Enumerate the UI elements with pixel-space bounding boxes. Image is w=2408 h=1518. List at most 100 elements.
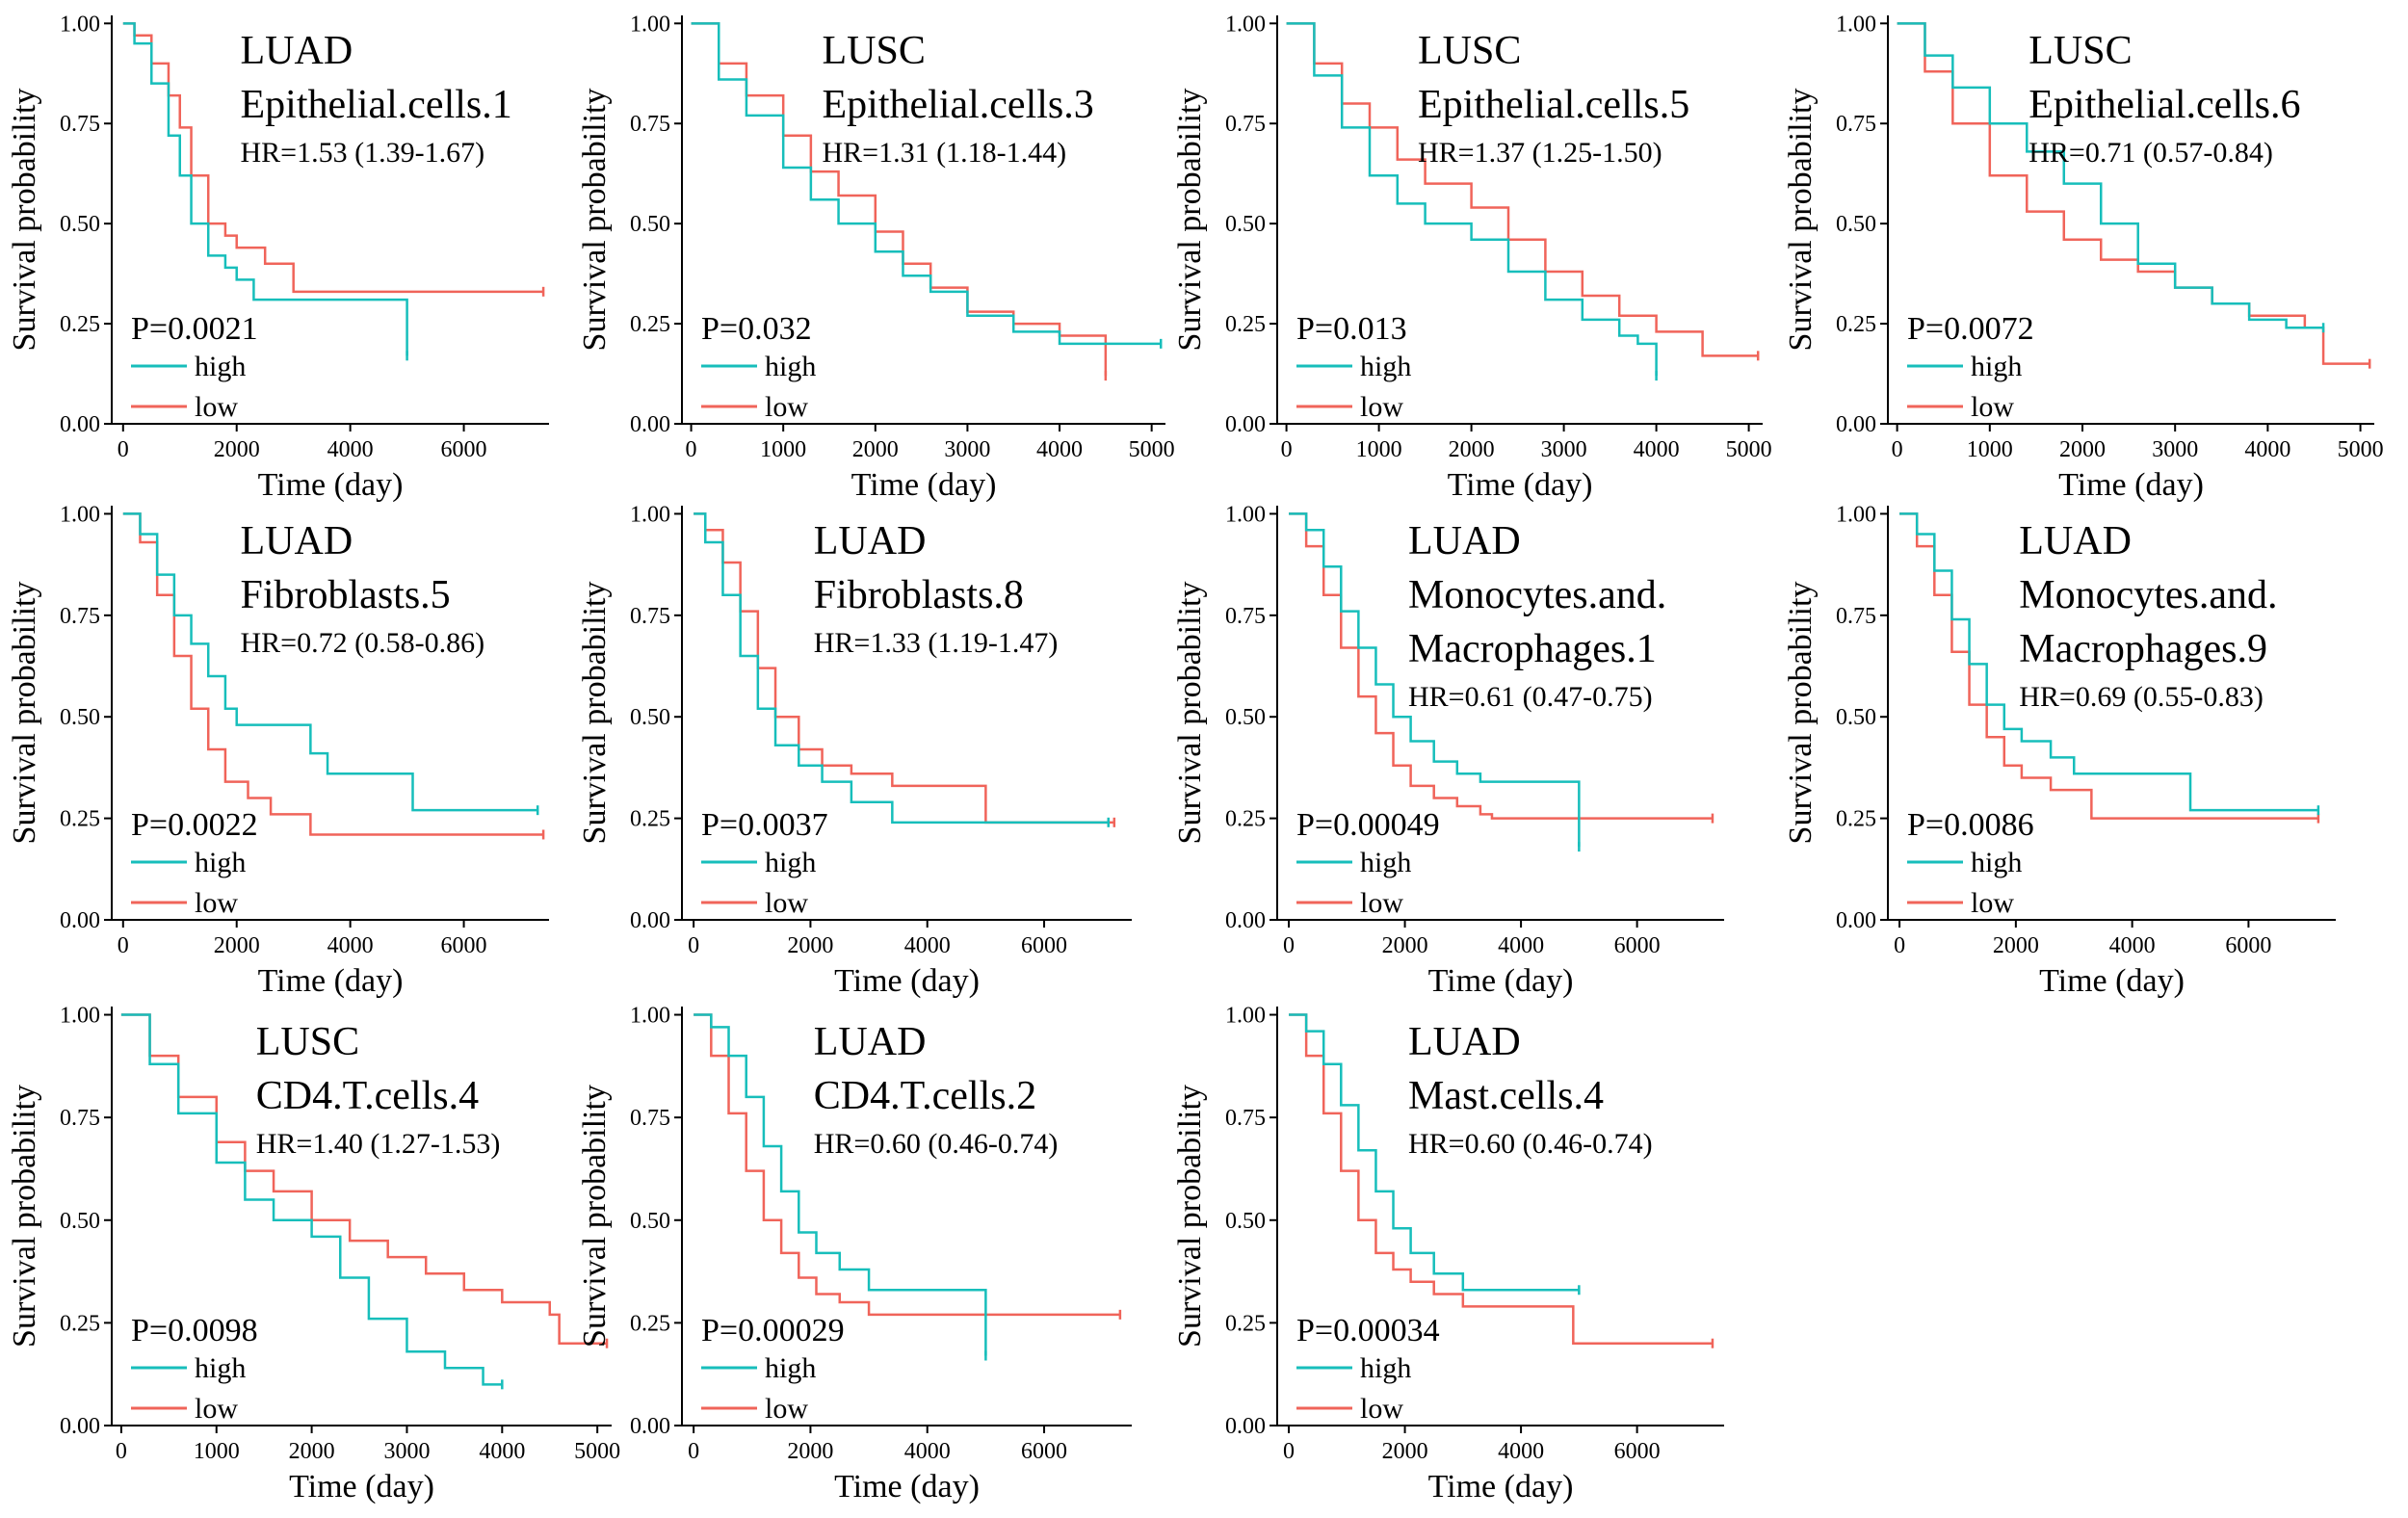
y-tick-label: 0.75 bbox=[1836, 112, 1876, 137]
y-tick-label: 0.00 bbox=[630, 412, 670, 437]
y-axis-title: Survival probability bbox=[1172, 1085, 1208, 1348]
y-tick-label: 1.00 bbox=[60, 12, 100, 37]
legend-label-low: low bbox=[765, 887, 808, 919]
legend-label-low: low bbox=[1360, 887, 1403, 919]
y-tick-label: 0.00 bbox=[630, 1414, 670, 1439]
hazard-ratio-label: HR=1.33 (1.19-1.47) bbox=[814, 627, 1059, 659]
km-panel-10: 0.00 0.25 0.50 0.75 1.00 0 2000 4000 6000 Time (d… bbox=[577, 1004, 1132, 1505]
survival-curve-high bbox=[122, 512, 538, 812]
y-tick-label: 0.00 bbox=[60, 908, 100, 933]
x-axis-title: Time (day) bbox=[834, 1469, 980, 1505]
hazard-ratio-label: HR=0.72 (0.58-0.86) bbox=[241, 627, 485, 659]
p-value-label: P=0.0086 bbox=[1907, 807, 2034, 843]
y-tick-label: 0.00 bbox=[60, 412, 100, 437]
panel-title-line: Epithelial.cells.1 bbox=[241, 83, 512, 127]
x-axis-title: Time (day) bbox=[289, 1469, 434, 1505]
panel-title-line: LUAD bbox=[241, 29, 353, 73]
x-tick-label: 2000 bbox=[289, 1439, 335, 1464]
y-axis-title: Survival probability bbox=[7, 582, 42, 845]
hazard-ratio-label: HR=0.71 (0.57-0.84) bbox=[2028, 137, 2273, 169]
x-tick-label: 5000 bbox=[1726, 437, 1772, 462]
p-value-label: P=0.0072 bbox=[1907, 311, 2034, 347]
legend-label-high: high bbox=[765, 1352, 816, 1384]
x-tick-label: 6000 bbox=[1614, 1439, 1661, 1464]
x-tick-label: 1000 bbox=[194, 1439, 240, 1464]
x-tick-label: 0 bbox=[686, 437, 697, 462]
x-tick-label: 4000 bbox=[479, 1439, 525, 1464]
x-tick-label: 6000 bbox=[441, 933, 487, 958]
panel-title-line: LUAD bbox=[1408, 1020, 1521, 1064]
panel-title-line: LUSC bbox=[256, 1020, 359, 1064]
y-axis-title: Survival probability bbox=[7, 89, 42, 352]
y-axis-title: Survival probability bbox=[577, 89, 613, 352]
x-tick-label: 4000 bbox=[1498, 1439, 1544, 1464]
x-tick-label: 2000 bbox=[1449, 437, 1495, 462]
legend-label-high: high bbox=[1360, 351, 1411, 382]
survival-curve-high bbox=[120, 1013, 503, 1386]
legend-label-high: high bbox=[1360, 1352, 1411, 1384]
y-tick-label: 0.00 bbox=[1225, 908, 1266, 933]
y-tick-label: 0.50 bbox=[1836, 705, 1876, 730]
survival-curve-high bbox=[694, 512, 1109, 824]
legend-label-low: low bbox=[1360, 1393, 1403, 1425]
legend-label-high: high bbox=[765, 847, 816, 878]
y-tick-label: 0.75 bbox=[630, 604, 670, 629]
x-tick-label: 2000 bbox=[852, 437, 899, 462]
x-tick-label: 2000 bbox=[787, 1439, 833, 1464]
y-tick-label: 0.50 bbox=[1225, 212, 1266, 237]
hazard-ratio-label: HR=0.60 (0.46-0.74) bbox=[814, 1128, 1059, 1160]
survival-curve-low bbox=[1289, 1013, 1713, 1345]
x-tick-label: 1000 bbox=[1356, 437, 1402, 462]
km-panel-9: 0.00 0.25 0.50 0.75 1.00 0 1000 2000 3000 4000 500… bbox=[7, 1004, 620, 1505]
y-tick-label: 0.25 bbox=[630, 1311, 670, 1336]
x-axis-title: Time (day) bbox=[1428, 963, 1574, 999]
y-tick-label: 0.25 bbox=[1225, 312, 1266, 337]
survival-curve-low bbox=[1897, 22, 2370, 365]
y-tick-label: 0.75 bbox=[1225, 112, 1266, 137]
x-tick-label: 2000 bbox=[214, 933, 260, 958]
y-tick-label: 0.25 bbox=[60, 312, 100, 337]
y-tick-label: 0.75 bbox=[1225, 1106, 1266, 1131]
km-panel-1: 0.00 0.25 0.50 0.75 1.00 0 2000 4000 6000 Time (d… bbox=[7, 12, 549, 503]
y-tick-label: 0.75 bbox=[60, 604, 100, 629]
y-tick-label: 1.00 bbox=[1225, 502, 1266, 527]
y-tick-label: 0.25 bbox=[60, 807, 100, 832]
x-tick-label: 4000 bbox=[904, 933, 951, 958]
x-axis-title: Time (day) bbox=[851, 467, 997, 503]
y-tick-label: 0.75 bbox=[630, 112, 670, 137]
legend-label-low: low bbox=[1971, 887, 2014, 919]
legend-label-high: high bbox=[195, 847, 246, 878]
panel-title-line: LUAD bbox=[2019, 519, 2132, 563]
y-tick-label: 0.50 bbox=[1836, 212, 1876, 237]
y-tick-label: 0.50 bbox=[1225, 705, 1266, 730]
legend-label-high: high bbox=[195, 1352, 246, 1384]
y-tick-label: 0.75 bbox=[60, 112, 100, 137]
x-axis-title: Time (day) bbox=[2039, 963, 2185, 999]
x-tick-label: 4000 bbox=[1498, 933, 1544, 958]
y-axis-title: Survival probability bbox=[1783, 89, 1819, 352]
km-panel-3: 0.00 0.25 0.50 0.75 1.00 0 1000 2000 3000 4000 500… bbox=[1172, 12, 1772, 503]
panel-title-line: LUAD bbox=[241, 519, 353, 563]
survival-curve-low bbox=[694, 1013, 1120, 1317]
survival-curve-low bbox=[120, 1013, 608, 1345]
x-axis-title: Time (day) bbox=[834, 963, 980, 999]
y-tick-label: 0.50 bbox=[60, 705, 100, 730]
survival-curve-high bbox=[1286, 22, 1658, 377]
x-tick-label: 0 bbox=[118, 933, 129, 958]
hazard-ratio-label: HR=0.60 (0.46-0.74) bbox=[1408, 1128, 1653, 1160]
x-tick-label: 0 bbox=[116, 1439, 127, 1464]
survival-curve-high bbox=[694, 1013, 987, 1356]
x-tick-label: 0 bbox=[688, 933, 699, 958]
x-tick-label: 4000 bbox=[1634, 437, 1680, 462]
y-tick-label: 0.25 bbox=[1225, 807, 1266, 832]
x-axis-title: Time (day) bbox=[258, 467, 404, 503]
y-tick-label: 1.00 bbox=[60, 1004, 100, 1029]
x-tick-label: 6000 bbox=[1021, 1439, 1067, 1464]
legend-label-low: low bbox=[195, 1393, 238, 1425]
x-tick-label: 0 bbox=[1281, 437, 1293, 462]
x-tick-label: 4000 bbox=[2109, 933, 2156, 958]
km-panel-8: 0.00 0.25 0.50 0.75 1.00 0 2000 4000 6000 Time (d… bbox=[1783, 502, 2336, 999]
y-tick-label: 1.00 bbox=[1836, 12, 1876, 37]
y-tick-label: 0.75 bbox=[60, 1106, 100, 1131]
